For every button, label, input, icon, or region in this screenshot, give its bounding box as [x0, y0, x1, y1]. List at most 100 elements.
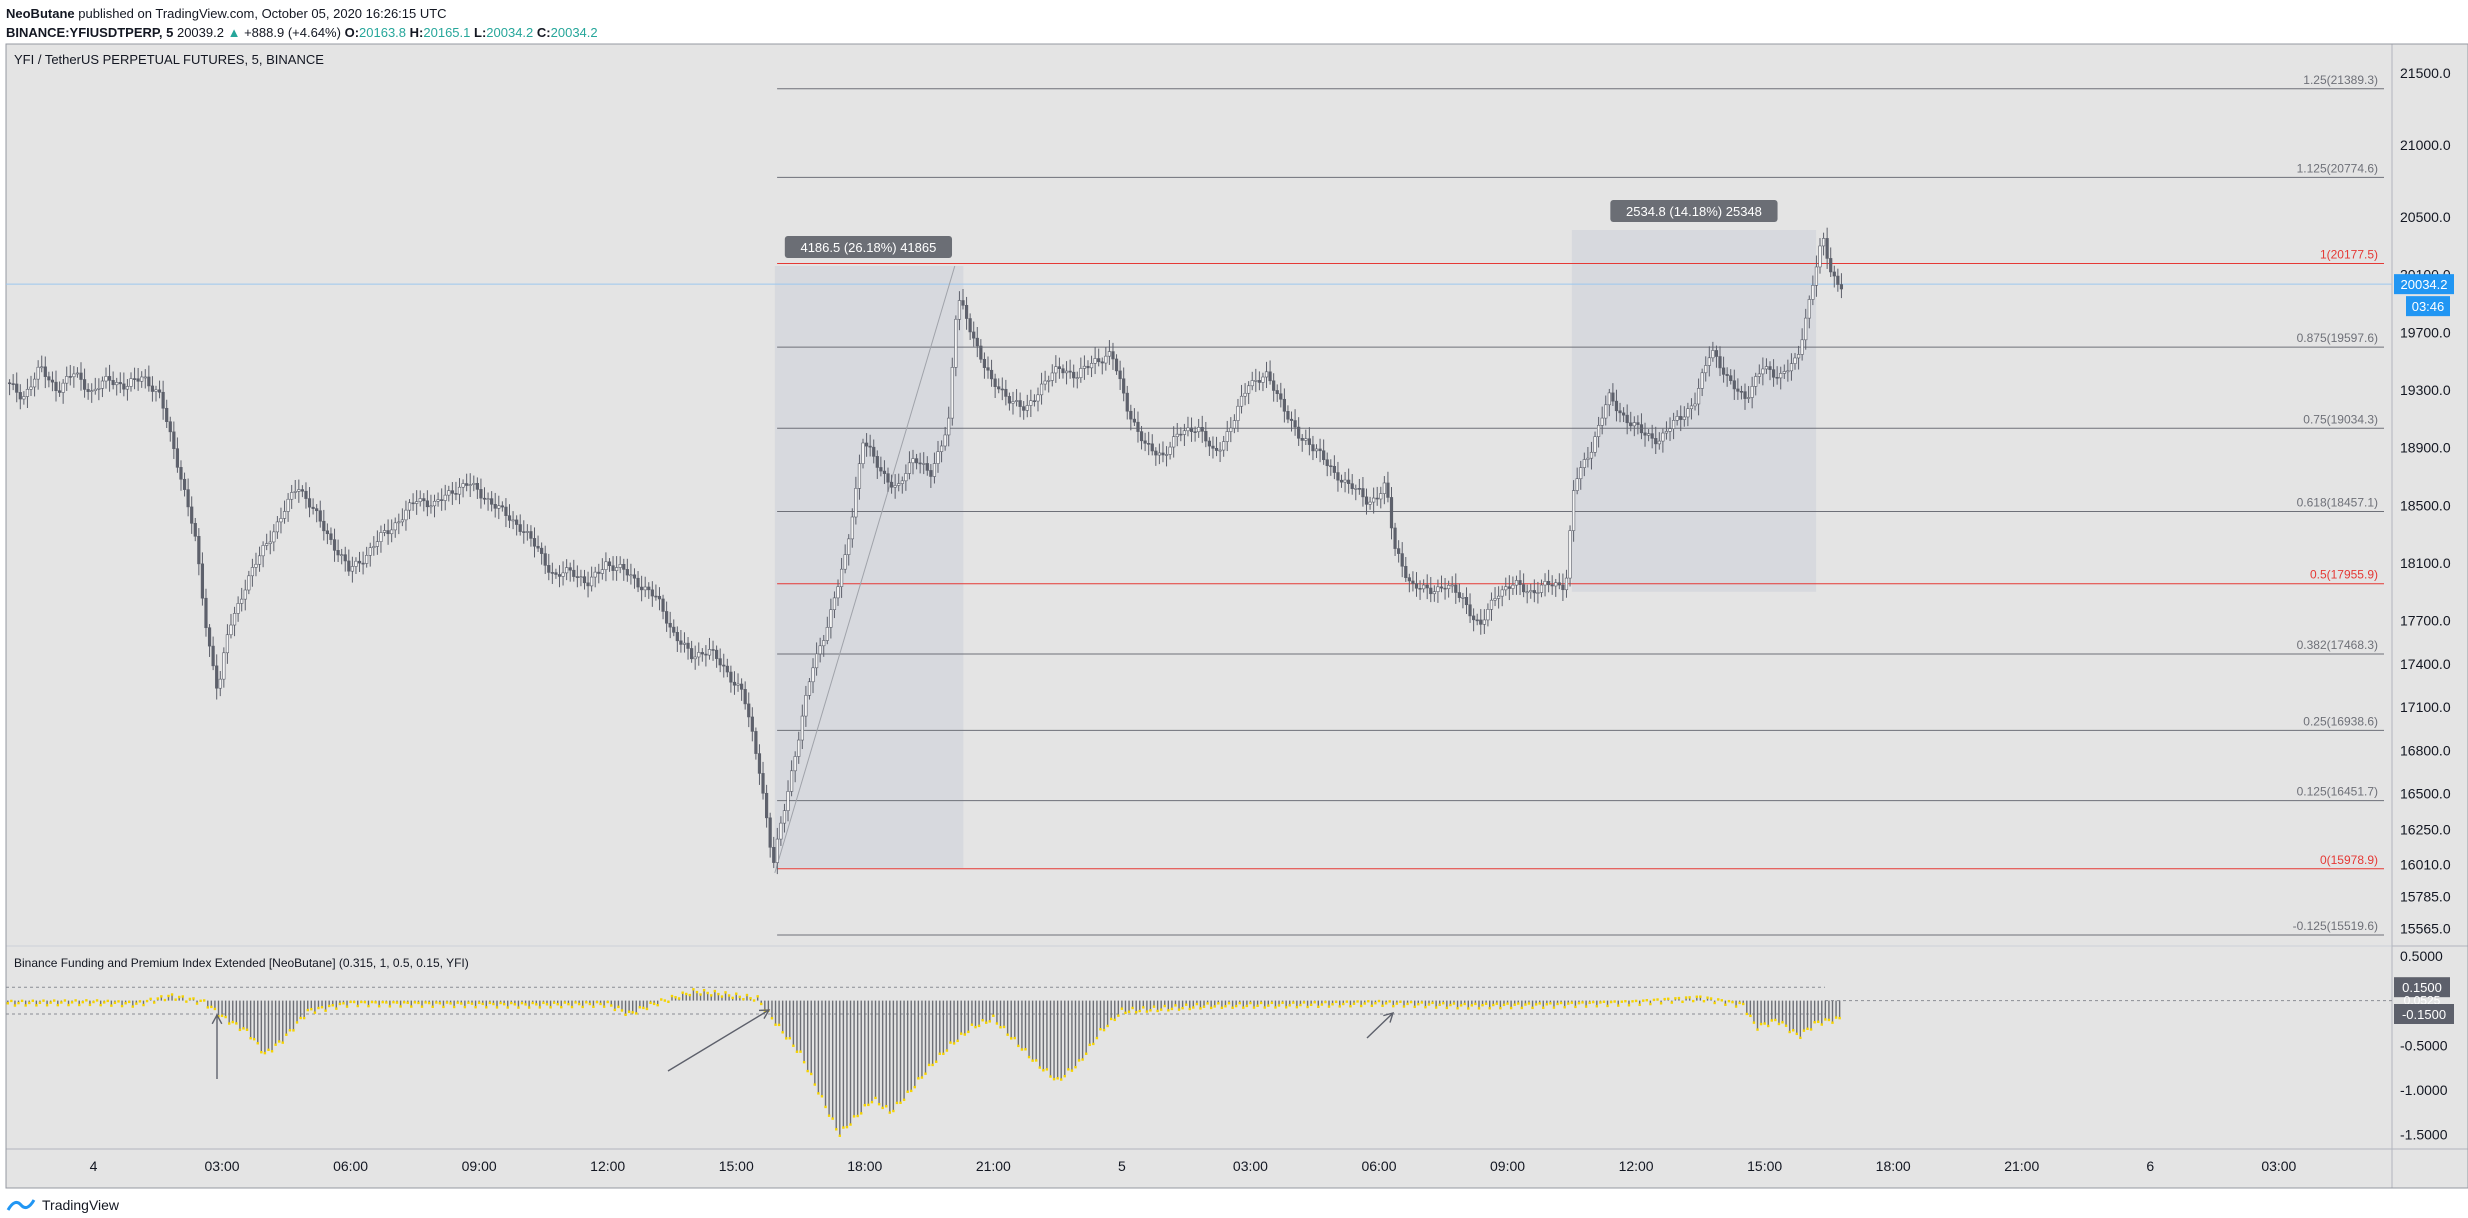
high-label: H:: [409, 25, 424, 40]
indicator-dot-361: [1295, 1006, 1299, 1009]
indicator-dot-75: [274, 1043, 277, 1046]
candle-body-231: [832, 597, 837, 610]
indicator-dot-301: [1081, 1058, 1084, 1061]
candle-body-78: [286, 498, 290, 512]
indicator-dot-434: [1556, 1002, 1559, 1006]
candle-body-235: [847, 538, 851, 555]
candle-body-360: [1293, 420, 1297, 428]
indicator-dot-464: [1663, 997, 1666, 1001]
indicator-dot-511: [1831, 1021, 1834, 1024]
last-price-badge-bg: [2394, 274, 2454, 295]
candle-body-72: [265, 543, 269, 546]
candle-body-166: [600, 569, 604, 574]
indicator-dot-253: [910, 1089, 913, 1093]
indicator-dot-354: [1270, 1001, 1274, 1005]
candle-body-320: [1150, 443, 1154, 452]
candle-body-107: [390, 529, 394, 535]
indicator-dot-332: [1192, 1006, 1195, 1009]
indicator-dot-146: [527, 1006, 531, 1009]
candle-body-14: [57, 390, 62, 393]
indicator-dot-367: [1317, 1005, 1320, 1009]
indicator-dot-125: [452, 1005, 456, 1009]
indicator-dot-409: [1467, 1007, 1470, 1010]
close-label: C:: [536, 25, 551, 40]
candle-body-513: [1839, 284, 1844, 290]
candle-body-176: [636, 577, 640, 588]
candle-body-351: [1261, 376, 1265, 383]
candle-body-288: [1036, 394, 1040, 402]
candle-body-427: [1532, 590, 1536, 594]
candle-body-296: [1064, 370, 1069, 374]
indicator-dot-114: [413, 1001, 417, 1004]
indicator-tick-0: 0.5000: [2400, 948, 2443, 964]
candle-body-112: [407, 502, 412, 511]
candle-body-201: [725, 665, 729, 673]
indicator-dot-389: [1395, 1002, 1399, 1005]
time-tick-5: 15:00: [719, 1158, 754, 1174]
indicator-dot-442: [1584, 1005, 1588, 1008]
indicator-dot-57: [210, 1005, 213, 1009]
candle-body-255: [918, 462, 922, 465]
candle-body-463: [1661, 432, 1665, 442]
indicator-dot-184: [663, 999, 667, 1002]
indicator-dot-305: [1095, 1036, 1099, 1040]
indicator-dot-504: [1806, 1027, 1809, 1030]
indicator-dot-12: [49, 1001, 52, 1004]
indicator-dot-352: [1263, 1006, 1266, 1009]
candle-body-511: [1832, 271, 1836, 277]
indicator-dot-390: [1399, 1000, 1402, 1003]
candle-body-45: [168, 421, 172, 433]
candle-body-80: [293, 491, 297, 493]
candle-body-152: [550, 572, 554, 574]
candle-body-30: [115, 382, 119, 386]
candle-body-376: [1350, 483, 1354, 489]
candle-body-439: [1575, 478, 1579, 491]
indicator-dot-25: [95, 999, 99, 1002]
candle-body-55: [204, 597, 208, 629]
indicator-dot-4: [20, 999, 24, 1003]
candle-body-10: [43, 366, 47, 377]
footer-brand[interactable]: TradingView: [42, 1197, 120, 1213]
candle-body-162: [586, 582, 590, 587]
candle-body-204: [736, 683, 740, 686]
candle-body-127: [461, 483, 465, 488]
indicator-dot-54: [199, 999, 202, 1003]
indicator-dot-282: [1013, 1036, 1016, 1040]
candle-body-137: [497, 505, 501, 509]
indicator-dot-428: [1534, 1003, 1538, 1006]
tradingview-logo-icon[interactable]: [6, 1196, 36, 1214]
indicator-dot-2: [13, 1004, 17, 1007]
indicator-dot-270: [970, 1023, 974, 1026]
indicator-dot-66: [242, 1027, 245, 1030]
upper-badge: 0.1500: [2402, 980, 2442, 995]
indicator-dot-26: [99, 1003, 102, 1007]
candle-body-287: [1032, 400, 1037, 403]
indicator-dot-216: [777, 1023, 781, 1027]
indicator-dot-353: [1267, 1004, 1270, 1007]
candle-body-495: [1775, 376, 1779, 379]
indicator-dot-74: [270, 1050, 274, 1053]
indicator-dot-469: [1681, 1000, 1684, 1004]
candle-body-375: [1347, 479, 1351, 484]
indicator-dot-78: [285, 1033, 288, 1036]
indicator-dot-241: [867, 1103, 870, 1107]
indicator-dot-44: [163, 998, 167, 1002]
candle-body-209: [754, 731, 758, 754]
candle-body-4: [22, 396, 26, 400]
candle-body-46: [172, 431, 176, 449]
indicator-dot-71: [260, 1051, 263, 1054]
indicator-dot-275: [988, 1020, 991, 1023]
candle-body-222: [800, 715, 804, 741]
indicator-dot-412: [1477, 1007, 1481, 1010]
indicator-dot-89: [324, 1009, 327, 1012]
candle-body-237: [854, 488, 858, 518]
candle-body-259: [932, 463, 937, 477]
candle-body-428: [1536, 592, 1540, 594]
candle-body-239: [861, 442, 865, 465]
candle-body-68: [250, 567, 255, 577]
indicator-dot-85: [310, 1008, 313, 1011]
indicator-dot-360: [1292, 1001, 1295, 1004]
author-name[interactable]: NeoButane: [6, 6, 75, 21]
indicator-dot-101: [367, 1004, 370, 1008]
